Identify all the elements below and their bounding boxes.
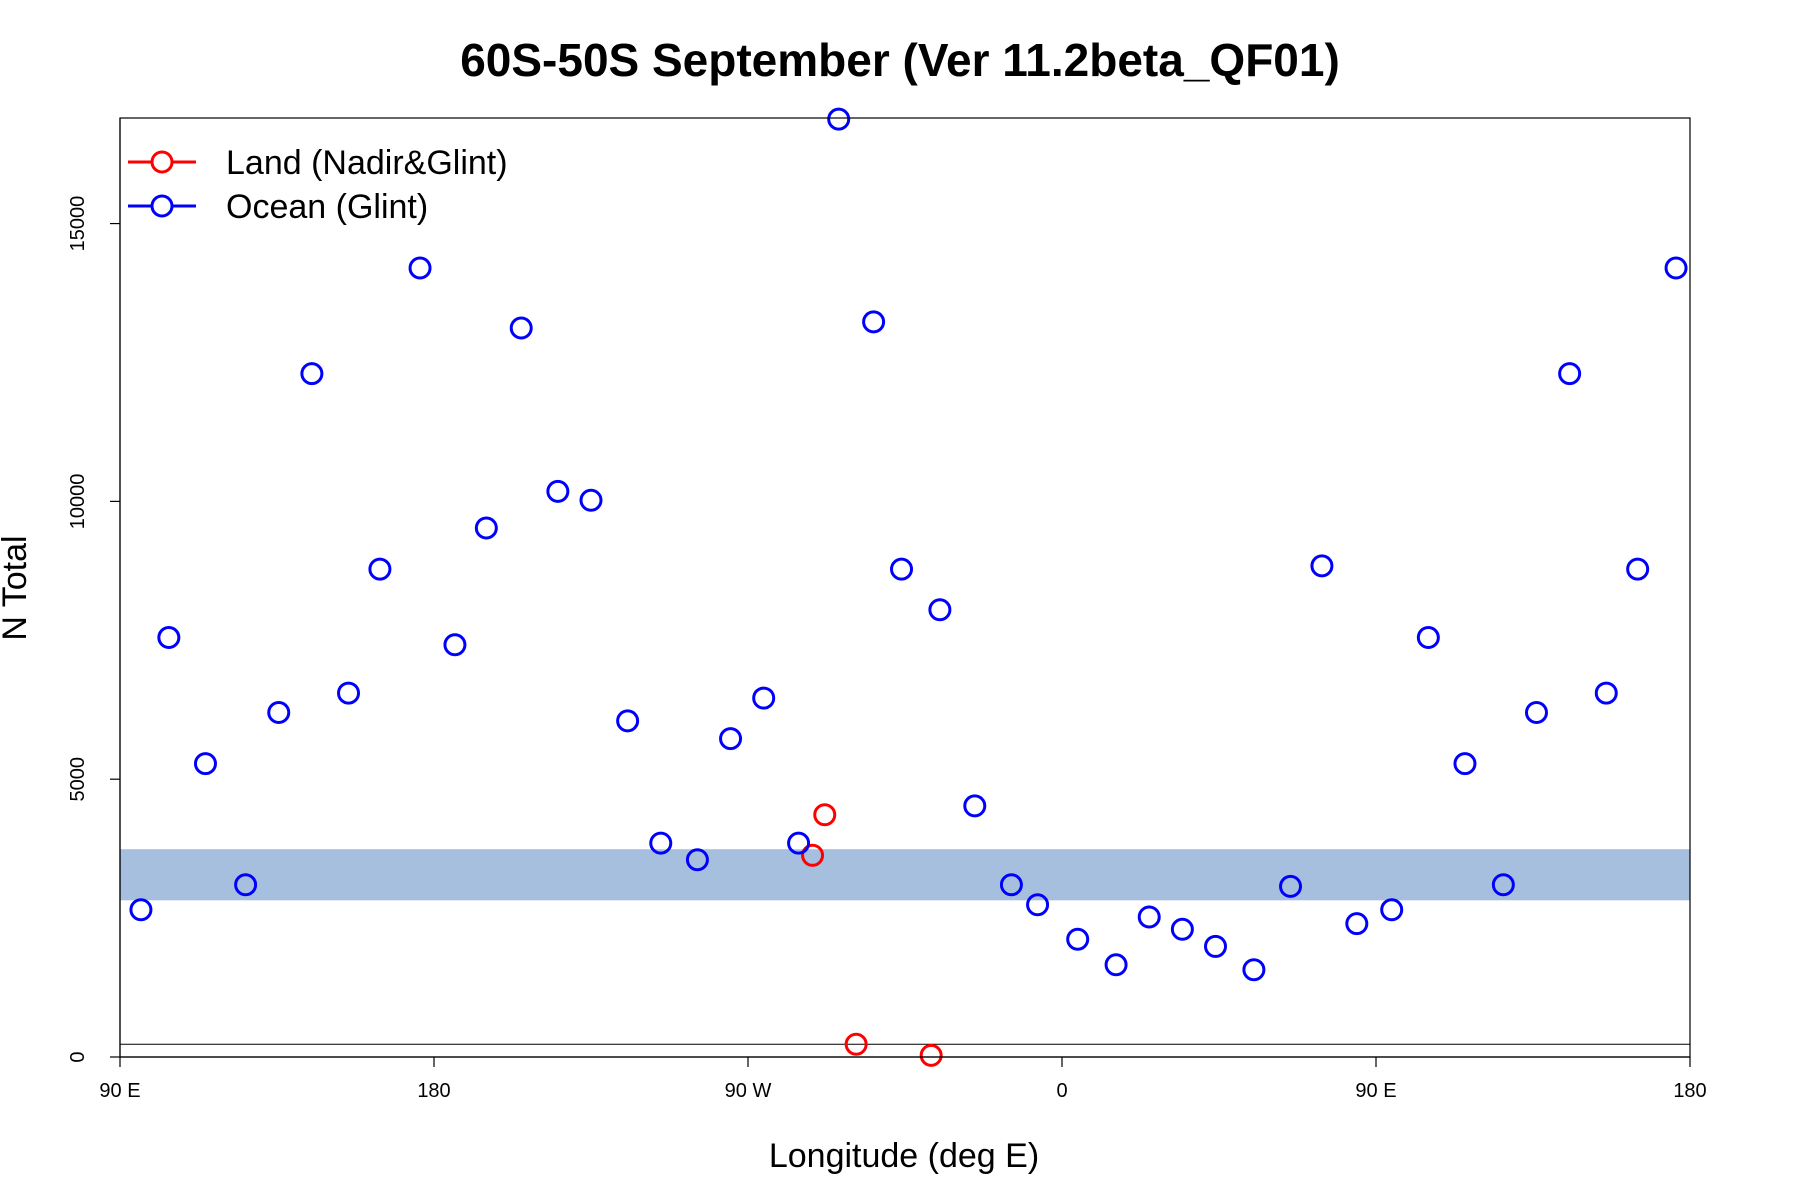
ocean-point — [1664, 256, 1688, 280]
ocean-point — [1170, 917, 1194, 941]
ocean-point — [546, 479, 570, 503]
land-point — [844, 1032, 868, 1056]
x-axis: 90 E 180 90 W 0 90 E 180 — [99, 1056, 1707, 1102]
plot-area — [119, 107, 1691, 1067]
land-point — [813, 803, 837, 827]
ocean-point — [999, 873, 1023, 897]
plot-frame — [119, 117, 1691, 1058]
y-tick-label: 15000 — [67, 196, 89, 252]
ocean-point — [300, 362, 324, 386]
legend: Land (Nadir&Glint) Ocean (Glint) — [128, 144, 508, 226]
ocean-point — [649, 831, 673, 855]
ocean-point — [337, 681, 361, 705]
ocean-point — [1066, 927, 1090, 951]
x-tick-label: 90 E — [99, 1080, 140, 1102]
legend-marker — [150, 150, 174, 174]
land-point — [801, 843, 825, 867]
ocean-point — [474, 516, 498, 540]
ocean-point — [890, 557, 914, 581]
ocean-point — [129, 898, 153, 922]
y-tick-label: 5000 — [67, 757, 89, 802]
ocean-point — [1137, 905, 1161, 929]
ocean-point — [1104, 953, 1128, 977]
ocean-point — [862, 310, 886, 334]
background-band — [120, 849, 1690, 901]
ocean-point — [719, 727, 743, 751]
ocean-point — [1626, 557, 1650, 581]
ocean-point — [963, 794, 987, 818]
ocean-point — [928, 598, 952, 622]
x-tick-label: 90 E — [1355, 1080, 1396, 1102]
y-axis: 0 5000 10000 15000 — [67, 118, 121, 1063]
legend-label: Land (Nadir&Glint) — [226, 144, 508, 182]
ocean-point — [685, 848, 709, 872]
ocean-point — [193, 752, 217, 776]
x-tick-label: 180 — [1673, 1080, 1706, 1102]
ocean-point — [1242, 958, 1266, 982]
ocean-point — [579, 488, 603, 512]
x-tick-label: 0 — [1056, 1080, 1067, 1102]
ocean-point — [1026, 893, 1050, 917]
ocean-point — [1279, 874, 1303, 898]
ocean-point — [1524, 701, 1548, 725]
x-tick-label: 90 W — [725, 1080, 772, 1102]
ocean-point — [408, 256, 432, 280]
chart-title: 60S-50S September (Ver 11.2beta_QF01) — [460, 34, 1340, 86]
ocean-point — [787, 831, 811, 855]
y-tick-label: 10000 — [67, 474, 89, 530]
legend-label: Ocean (Glint) — [226, 188, 428, 226]
x-tick-label: 180 — [417, 1080, 450, 1102]
points-layer — [129, 107, 1688, 1067]
ocean-point — [509, 316, 533, 340]
ocean-point — [827, 107, 851, 131]
legend-marker — [150, 194, 174, 218]
x-axis-label: Longitude (deg E) — [769, 1137, 1039, 1175]
ocean-point — [616, 709, 640, 733]
ocean-point — [1453, 752, 1477, 776]
ocean-point — [1345, 912, 1369, 936]
ocean-point — [234, 873, 258, 897]
ocean-point — [1204, 934, 1228, 958]
y-tick-label: 0 — [67, 1051, 89, 1062]
y-axis-label: N Total — [0, 535, 34, 640]
ocean-point — [1380, 898, 1404, 922]
ocean-point — [752, 686, 776, 710]
ocean-point — [157, 626, 181, 650]
ocean-point — [267, 701, 291, 725]
ocean-point — [368, 557, 392, 581]
ocean-point — [443, 633, 467, 657]
ocean-point — [1491, 873, 1515, 897]
ocean-point — [1416, 626, 1440, 650]
land-point — [919, 1043, 943, 1067]
ocean-point — [1594, 681, 1618, 705]
ocean-point — [1310, 554, 1334, 578]
ocean-point — [1558, 362, 1582, 386]
